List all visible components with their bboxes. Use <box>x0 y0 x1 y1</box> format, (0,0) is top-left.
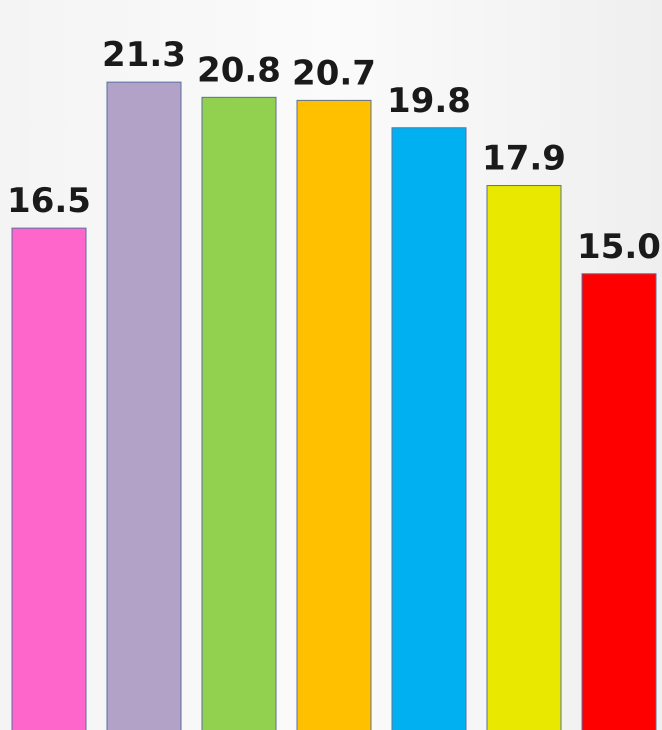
value-label: 21.3 <box>102 35 186 75</box>
bar <box>391 127 467 730</box>
value-label: 17.9 <box>482 139 566 179</box>
value-label: 19.8 <box>387 81 471 121</box>
value-label: 20.7 <box>292 53 376 93</box>
value-label: 16.5 <box>7 181 91 221</box>
value-label: 20.8 <box>197 50 281 90</box>
bar <box>201 96 277 730</box>
bar <box>581 273 657 730</box>
value-label: 15.0 <box>577 227 661 267</box>
bar <box>296 99 372 730</box>
bar <box>486 185 562 730</box>
bar <box>11 227 87 730</box>
bar <box>106 81 182 730</box>
